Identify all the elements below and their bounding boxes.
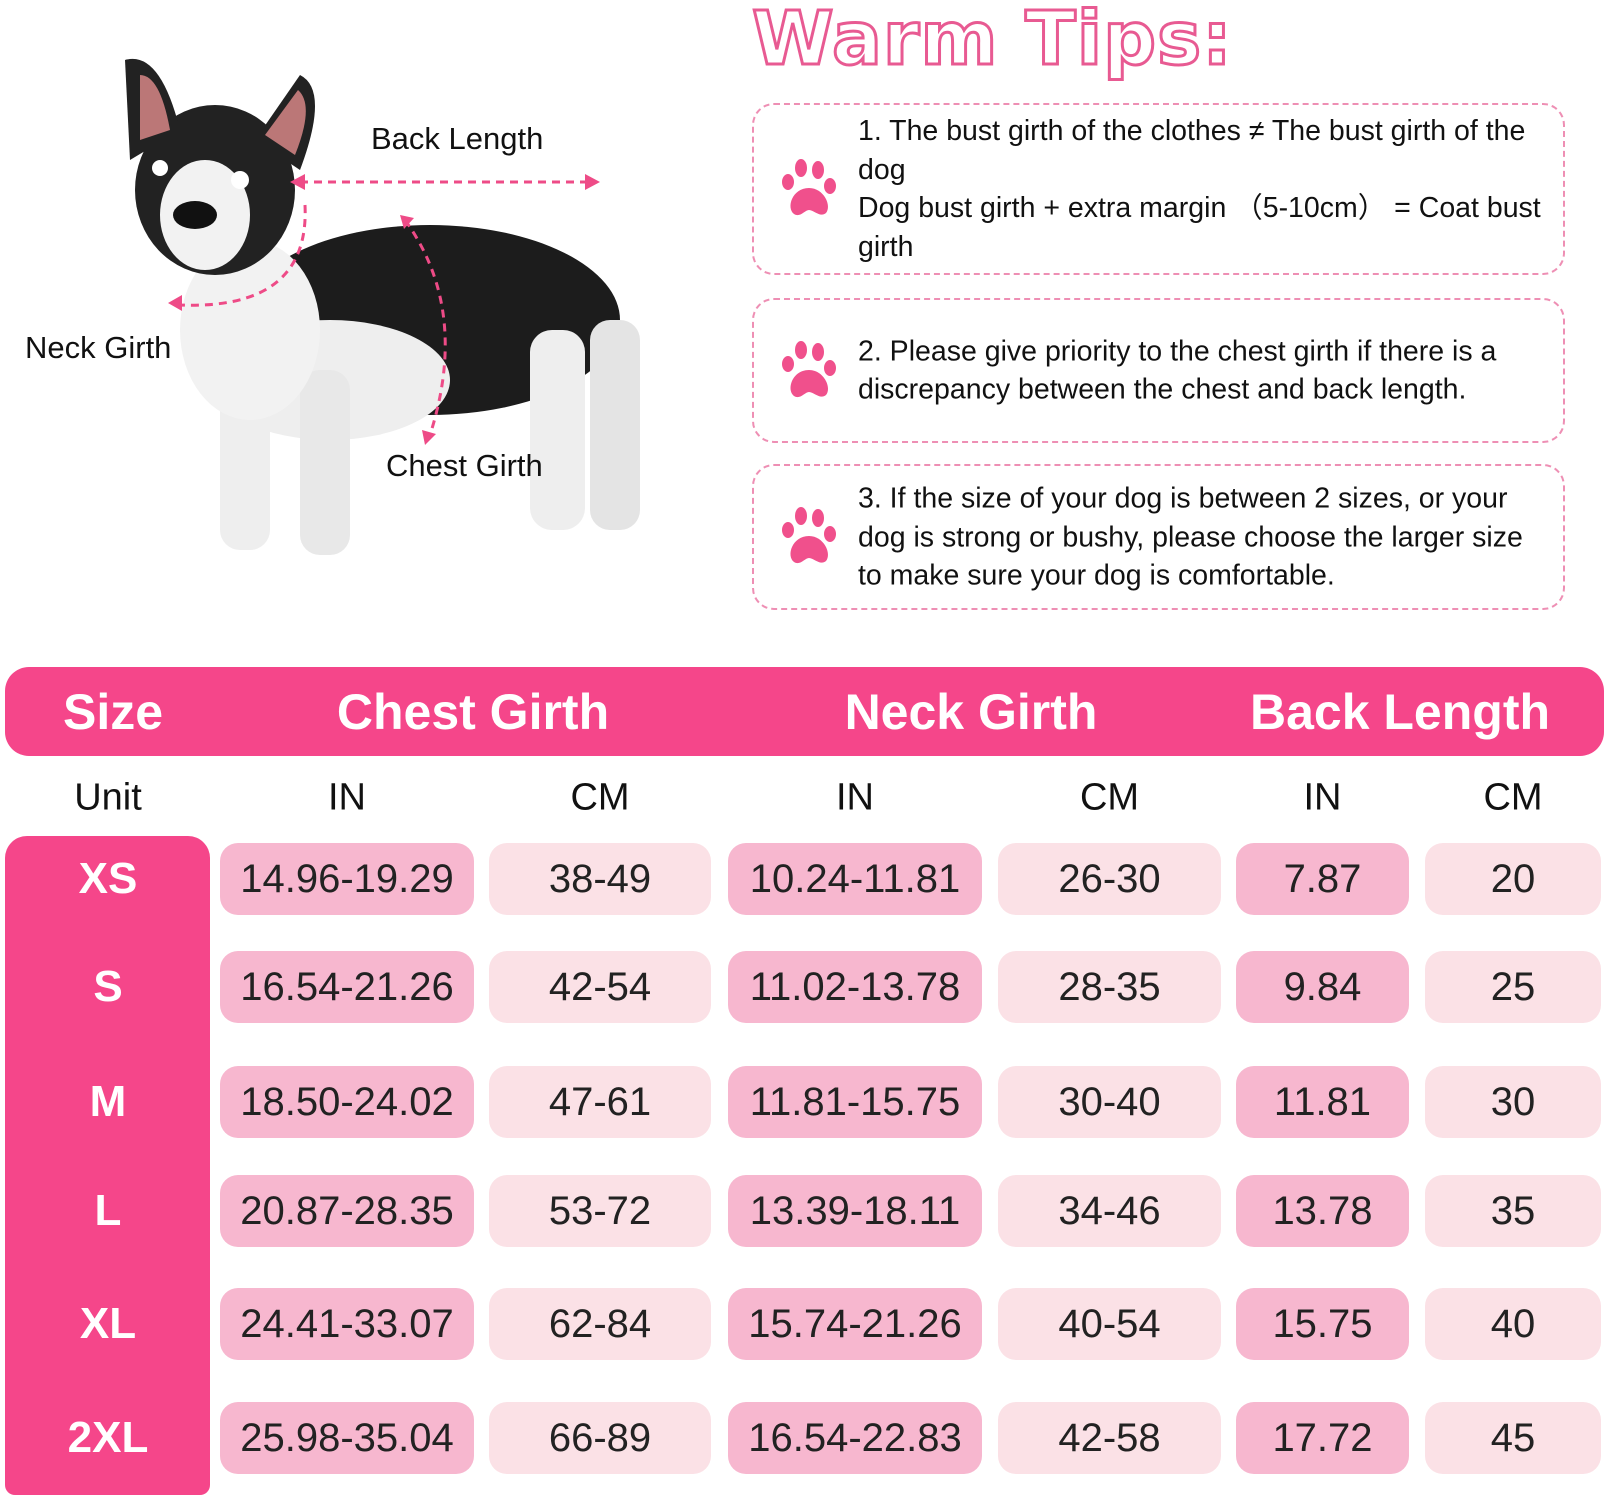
dog-icon <box>125 58 640 555</box>
header-back-length: Back Length <box>1249 683 1551 740</box>
unit-2: IN <box>836 776 874 819</box>
paw-icon <box>782 159 836 216</box>
tip-box-1: 1. The bust girth of the clothes ≠ The b… <box>752 103 1565 275</box>
table-cell: 16.54-21.26 <box>220 951 474 1023</box>
table-cell: 17.72 <box>1236 1402 1409 1474</box>
table-cell: 47-61 <box>489 1066 711 1138</box>
table-cell: 25 <box>1425 951 1601 1023</box>
dog-illustration <box>125 58 640 555</box>
table-cell: 11.02-13.78 <box>728 951 982 1023</box>
header-neck-girth: Neck Girth <box>844 683 1098 740</box>
size-label: XL <box>79 1299 137 1348</box>
tip-box-3: 3. If the size of your dog is between 2 … <box>752 464 1565 610</box>
warm-tips-title: Warm Tips: <box>751 0 1234 84</box>
table-cell: 66-89 <box>489 1402 711 1474</box>
table-cell: 20.87-28.35 <box>220 1175 474 1247</box>
table-cell: 26-30 <box>998 843 1221 915</box>
unit-4: IN <box>1303 776 1342 819</box>
table-cell: 14.96-19.29 <box>220 843 474 915</box>
unit-5: CM <box>1483 776 1543 819</box>
tip-2-text: 2. Please give priority to the chest gir… <box>858 335 1505 406</box>
table-cell: 15.75 <box>1236 1288 1409 1360</box>
table-cell: 7.87 <box>1236 843 1409 915</box>
tip-box-2: 2. Please give priority to the chest gir… <box>752 298 1565 443</box>
size-label: L <box>94 1186 122 1235</box>
table-cell: 53-72 <box>489 1175 711 1247</box>
table-cell: 45 <box>1425 1402 1601 1474</box>
table-cell: 40-54 <box>998 1288 1221 1360</box>
size-label: S <box>93 962 123 1011</box>
table-cell: 42-58 <box>998 1402 1221 1474</box>
unit-0: IN <box>328 776 366 819</box>
header-chest-girth: Chest Girth <box>336 683 610 740</box>
back-length-label: Back Length <box>371 121 544 156</box>
table-cell: 40 <box>1425 1288 1601 1360</box>
paw-icon <box>782 507 836 564</box>
table-cell: 10.24-11.81 <box>728 843 982 915</box>
neck-girth-arrow <box>179 204 307 307</box>
table-cell: 18.50-24.02 <box>220 1066 474 1138</box>
table-header: Size Chest Girth Neck Girth Back Length <box>5 667 1604 756</box>
paw-icon <box>782 340 836 397</box>
size-label: 2XL <box>67 1413 149 1462</box>
table-cell: 24.41-33.07 <box>220 1288 474 1360</box>
table-cell: 30-40 <box>998 1066 1221 1138</box>
table-cell: 25.98-35.04 <box>220 1402 474 1474</box>
table-cell: 62-84 <box>489 1288 711 1360</box>
unit-label: Unit <box>74 776 142 819</box>
size-label: M <box>89 1077 127 1126</box>
unit-3: CM <box>1079 776 1140 819</box>
table-cell: 28-35 <box>998 951 1221 1023</box>
chest-girth-label: Chest Girth <box>386 448 543 483</box>
header-size: Size <box>62 683 164 740</box>
table-cell: 11.81 <box>1236 1066 1409 1138</box>
table-cell: 15.74-21.26 <box>728 1288 982 1360</box>
neck-girth-label: Neck Girth <box>25 330 172 365</box>
unit-1: CM <box>570 776 630 819</box>
table-cell: 34-46 <box>998 1175 1221 1247</box>
table-cell: 13.78 <box>1236 1175 1409 1247</box>
size-column <box>5 836 210 1495</box>
table-cell: 20 <box>1425 843 1601 915</box>
table-cell: 9.84 <box>1236 951 1409 1023</box>
table-cell: 16.54-22.83 <box>728 1402 982 1474</box>
tip-1-line-1: 1. The bust girth of the clothes ≠ The b… <box>858 115 1534 186</box>
table-cell: 30 <box>1425 1066 1601 1138</box>
tip-1-line-2: Dog bust girth + extra margin （5-10cm） =… <box>858 192 1549 263</box>
size-label: XS <box>78 854 138 903</box>
table-cell: 42-54 <box>489 951 711 1023</box>
table-cell: 35 <box>1425 1175 1601 1247</box>
table-cell: 38-49 <box>489 843 711 915</box>
table-cell: 13.39-18.11 <box>728 1175 982 1247</box>
table-cell: 11.81-15.75 <box>728 1066 982 1138</box>
tip-3-text: 3. If the size of your dog is between 2 … <box>858 482 1531 592</box>
